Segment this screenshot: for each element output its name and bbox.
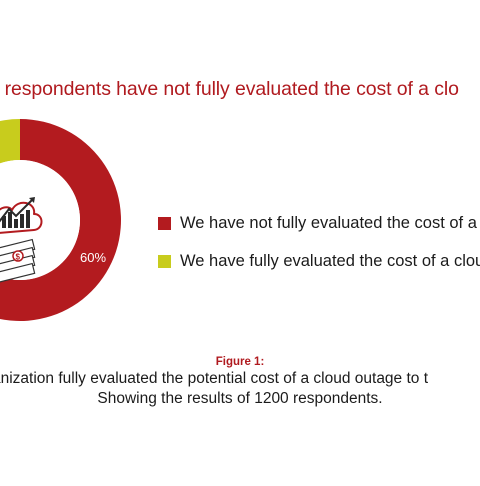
legend-swatch-yellow [158,254,171,268]
legend-item-evaluated: We have fully evaluated the cost of a cl… [158,250,480,272]
slice-value-label: 60% [80,250,106,265]
donut-slice-1 [0,119,20,164]
legend-swatch-red [158,216,171,230]
donut-slice-0 [0,119,121,321]
legend-item-not-evaluated: We have not fully evaluated the cost of … [158,212,480,234]
money-stack-icon: $ [0,238,36,284]
growth-chart-icon [0,197,35,228]
chart-legend: We have not fully evaluated the cost of … [158,212,480,288]
legend-label: We have not fully evaluated the cost of … [180,213,477,232]
caption-line-1: anization fully evaluated the potential … [0,370,429,387]
figure-label: Figure 1: [215,356,265,368]
caption-line-2: Showing the results of 1200 respondents. [97,390,383,407]
legend-label: We have fully evaluated the cost of a cl… [180,251,480,270]
chart-headline: f respondents have not fully evaluated t… [0,78,459,100]
svg-text:$: $ [16,253,21,262]
cloud-growth-chart-icon [0,201,43,234]
